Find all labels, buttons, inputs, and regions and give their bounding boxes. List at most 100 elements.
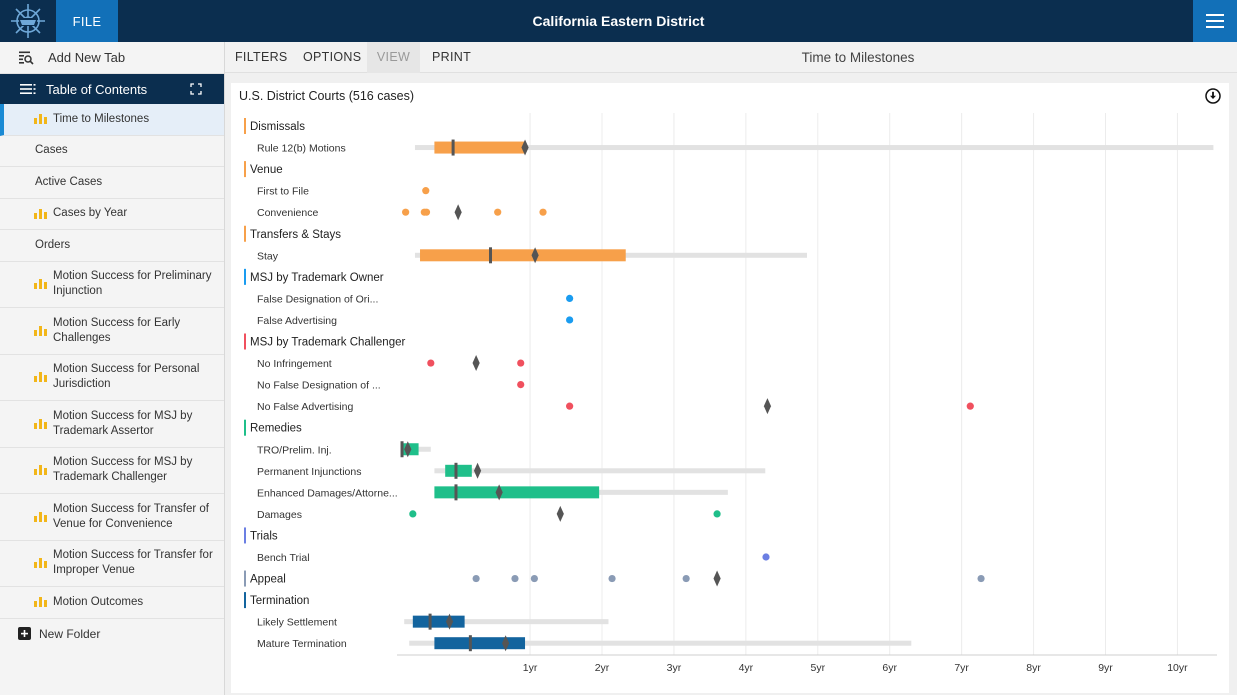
sidebar-item-label: Time to Milestones xyxy=(53,112,150,125)
hamburger-menu-button[interactable] xyxy=(1193,0,1237,42)
file-menu-button[interactable]: FILE xyxy=(56,0,118,42)
download-icon[interactable] xyxy=(1205,88,1221,104)
sidebar-item-label: Motion Outcomes xyxy=(53,595,144,608)
group-color-bar xyxy=(244,570,246,587)
range-bar xyxy=(434,468,766,474)
main-area: 1yr 2yr 3yr 4yr 5yr 6yr 7yr 8yr 9yr 10yr Dismissal… xyxy=(225,73,1237,695)
group-label: Transfers & Stays xyxy=(250,229,341,241)
mean-diamond xyxy=(495,484,503,501)
row-label: Rule 12(b) Motions xyxy=(257,143,346,155)
group-color-bar xyxy=(244,419,246,436)
group-color-bar xyxy=(244,118,246,134)
add-new-tab-label: Add New Tab xyxy=(48,50,126,65)
median-marker xyxy=(454,484,458,501)
group-label: MSJ by Trademark Owner xyxy=(250,272,384,284)
x-tick-label: 2yr xyxy=(595,662,610,674)
data-point xyxy=(472,574,480,583)
sidebar-item-motion-success-for-early-challenges[interactable]: Motion Success for Early Challenges xyxy=(0,308,224,355)
bar-chart-icon xyxy=(34,418,47,429)
x-tick-label: 3yr xyxy=(667,662,682,674)
app-logo[interactable] xyxy=(0,0,56,42)
data-point xyxy=(566,294,574,302)
data-point xyxy=(713,510,721,518)
bar-chart-icon xyxy=(34,558,47,569)
mean-diamond xyxy=(472,355,480,372)
options-button[interactable]: OPTIONS xyxy=(303,50,362,64)
data-point xyxy=(427,359,435,367)
row-label: Stay xyxy=(257,250,279,262)
milestones-chart: 1yr 2yr 3yr 4yr 5yr 6yr 7yr 8yr 9yr 10yr Dismissal… xyxy=(244,113,1217,674)
sidebar-item-active-cases[interactable]: Active Cases xyxy=(0,167,224,199)
mean-diamond xyxy=(713,570,721,587)
data-point xyxy=(511,574,519,583)
sidebar-item-label: Motion Success for Personal Jurisdiction xyxy=(53,363,200,391)
top-bar: FILE California Eastern District xyxy=(0,0,1237,42)
iqr-box xyxy=(412,615,465,628)
sidebar-item-motion-success-for-msj-by-trademark-assertor[interactable]: Motion Success for MSJ by Trademark Asse… xyxy=(0,401,224,448)
sidebar-item-label: Motion Success for Preliminary Injunctio… xyxy=(53,270,212,298)
row-label: Damages xyxy=(257,509,302,521)
panel-title: U.S. District Courts (516 cases) xyxy=(239,89,415,103)
x-tick-label: 4yr xyxy=(739,662,754,674)
new-folder-button[interactable]: New Folder xyxy=(0,619,224,649)
bar-chart-icon xyxy=(34,511,47,522)
sidebar-item-motion-success-for-transfer-for-improper-venue[interactable]: Motion Success for Transfer for Improper… xyxy=(0,541,224,587)
sidebar-item-time-to-milestones[interactable]: Time to Milestones xyxy=(0,104,224,136)
median-marker xyxy=(454,462,458,479)
toolbar: FILTERS OPTIONS VIEW PRINT Time to Miles… xyxy=(225,42,1237,73)
row-label: No False Advertising xyxy=(257,401,353,413)
median-marker xyxy=(468,635,472,652)
row-label: Enhanced Damages/Attorne... xyxy=(257,487,398,499)
group-color-bar xyxy=(244,592,246,609)
sidebar-item-motion-success-for-personal-jurisdiction[interactable]: Motion Success for Personal Jurisdiction xyxy=(0,355,224,401)
group-label: Appeal xyxy=(250,574,286,586)
mean-diamond xyxy=(473,462,482,479)
app-title: California Eastern District xyxy=(532,13,705,29)
sidebar-item-cases-by-year[interactable]: Cases by Year xyxy=(0,199,224,230)
group-color-bar xyxy=(244,333,246,350)
data-point xyxy=(977,574,985,583)
iqr-box xyxy=(434,637,526,650)
sidebar-item-label: Active Cases xyxy=(35,175,103,188)
sidebar-item-motion-success-for-transfer-of-venue-for-convenience[interactable]: Motion Success for Transfer of Venue for… xyxy=(0,494,224,541)
sidebar-item-label: Motion Success for MSJ by Trademark Chal… xyxy=(53,456,193,484)
add-new-tab-button[interactable]: Add New Tab xyxy=(0,42,224,74)
data-point xyxy=(517,381,525,389)
sidebar-item-motion-success-for-msj-by-trademark-challenger[interactable]: Motion Success for MSJ by Trademark Chal… xyxy=(0,448,224,494)
row-label: False Advertising xyxy=(257,315,337,327)
table-of-contents-header[interactable]: Table of Contents xyxy=(0,74,224,104)
row-label: Bench Trial xyxy=(257,552,310,564)
data-point xyxy=(608,574,616,583)
expand-icon[interactable] xyxy=(190,83,202,95)
row-label: No Infringement xyxy=(257,358,332,370)
sidebar-item-cases[interactable]: Cases xyxy=(0,136,224,167)
row-label: First to File xyxy=(257,186,309,198)
median-marker xyxy=(489,247,493,264)
sidebar-item-motion-outcomes[interactable]: Motion Outcomes xyxy=(0,587,224,619)
data-point xyxy=(966,402,974,410)
range-bar xyxy=(414,145,1214,151)
row-label: TRO/Prelim. Inj. xyxy=(257,444,332,456)
x-tick-label: 9yr xyxy=(1098,662,1113,674)
sidebar-item-orders[interactable]: Orders xyxy=(0,230,224,262)
group-label: MSJ by Trademark Challenger xyxy=(250,337,405,349)
bar-chart-icon xyxy=(34,208,47,219)
sidebar: Add New Tab Table of Contents Time to Mi… xyxy=(0,42,225,695)
data-point xyxy=(409,510,417,518)
group-label: Termination xyxy=(250,595,309,607)
row-label: Permanent Injunctions xyxy=(257,466,361,478)
iqr-box xyxy=(434,141,526,154)
mean-diamond xyxy=(531,247,539,264)
print-button[interactable]: PRINT xyxy=(432,50,471,64)
sidebar-item-label: Motion Success for Early Challenges xyxy=(53,316,181,344)
chart-panel: 1yr 2yr 3yr 4yr 5yr 6yr 7yr 8yr 9yr 10yr Dismissal… xyxy=(231,83,1229,693)
filters-button[interactable]: FILTERS xyxy=(235,50,288,64)
view-button[interactable]: VIEW xyxy=(367,42,420,73)
x-tick-label: 5yr xyxy=(810,662,825,674)
sidebar-item-label: Cases xyxy=(35,144,68,157)
x-tick-label: 8yr xyxy=(1026,662,1041,674)
x-tick-label: 1yr xyxy=(523,662,538,674)
sidebar-item-motion-success-for-preliminary-injunction[interactable]: Motion Success for Preliminary Injunctio… xyxy=(0,262,224,308)
sidebar-item-label: Orders xyxy=(35,238,71,251)
mean-diamond xyxy=(502,635,510,652)
